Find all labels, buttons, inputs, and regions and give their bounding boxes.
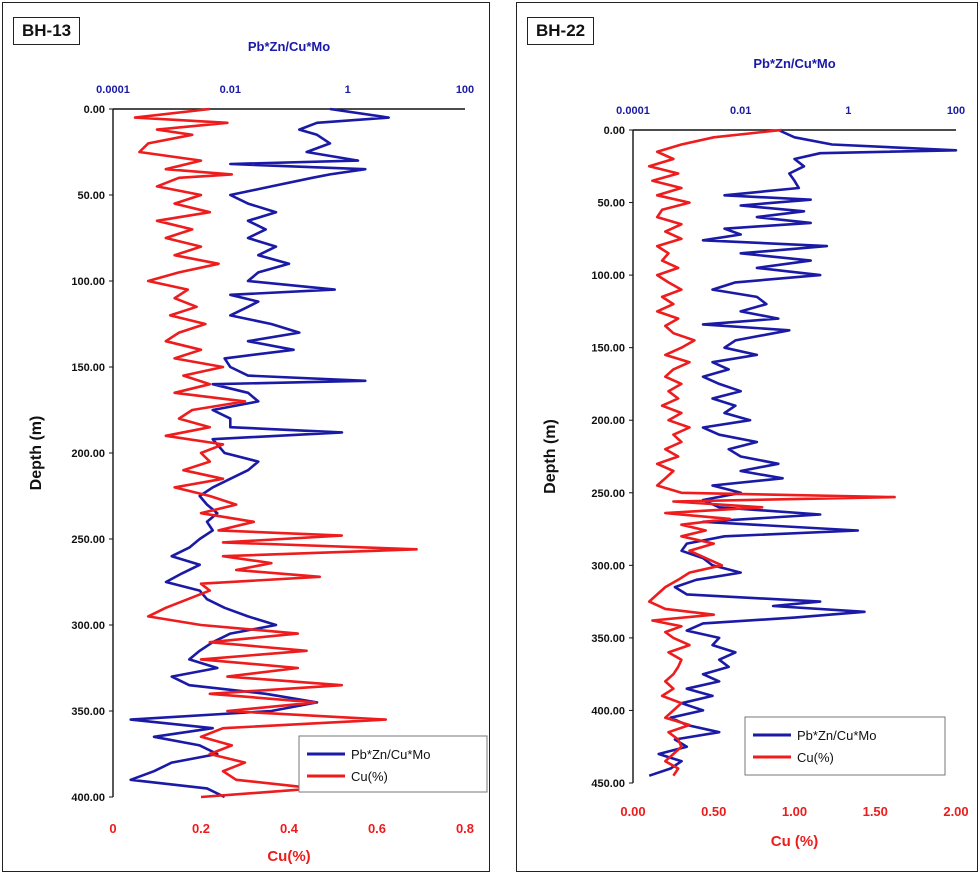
ratio-series-line bbox=[129, 107, 391, 799]
x-tick-label: 0.00 bbox=[620, 804, 645, 819]
legend-box bbox=[744, 716, 946, 776]
y-tick-label: 100.00 bbox=[591, 270, 625, 282]
x-tick-label: 0.4 bbox=[280, 821, 299, 836]
y-tick-label: 200.00 bbox=[71, 448, 105, 460]
borehole-tag: BH-22 bbox=[527, 17, 595, 45]
cu-series-line bbox=[133, 107, 418, 799]
legend-label: Pb*Zn/Cu*Mo bbox=[351, 747, 430, 762]
x-tick-label: 2.00 bbox=[943, 804, 968, 819]
y-axis-title: Depth (m) bbox=[542, 419, 559, 494]
x-tick-label: 0.50 bbox=[701, 804, 726, 819]
borehole-tag: BH-13 bbox=[13, 17, 81, 45]
y-tick-label: 50.00 bbox=[597, 198, 625, 210]
top-tick-label: 100 bbox=[947, 105, 965, 117]
y-tick-label: 400.00 bbox=[591, 705, 625, 717]
y-tick-label: 150.00 bbox=[71, 362, 105, 374]
x-tick-label: 0 bbox=[109, 821, 116, 836]
y-tick-label: 200.00 bbox=[591, 415, 625, 427]
top-tick-label: 0.0001 bbox=[616, 105, 650, 117]
x-tick-label: 0.6 bbox=[368, 821, 386, 836]
y-tick-label: 50.00 bbox=[77, 190, 105, 202]
top-axis-title: Pb*Zn/Cu*Mo bbox=[248, 39, 330, 54]
top-tick-label: 0.01 bbox=[220, 84, 241, 96]
chart-panel-bh22: BH-22 Pb*Zn/Cu*Mo 0.0001 0.01 1 100 0.00 0.50 1… bbox=[516, 2, 978, 872]
legend-label: Pb*Zn/Cu*Mo bbox=[797, 728, 876, 743]
legend-label: Cu(%) bbox=[351, 769, 388, 784]
y-tick-label: 0.00 bbox=[604, 125, 625, 137]
top-tick-label: 0.0001 bbox=[96, 84, 130, 96]
top-axis-title: Pb*Zn/Cu*Mo bbox=[753, 56, 835, 71]
y-tick-label: 450.00 bbox=[591, 778, 625, 790]
y-tick-label: 100.00 bbox=[71, 276, 105, 288]
x-tick-label: 1.00 bbox=[782, 804, 807, 819]
top-tick-label: 0.01 bbox=[730, 105, 751, 117]
legend-label: Cu(%) bbox=[797, 750, 834, 765]
y-tick-label: 250.00 bbox=[591, 488, 625, 500]
y-tick-label: 250.00 bbox=[71, 534, 105, 546]
y-tick-label: 350.00 bbox=[71, 706, 105, 718]
chart-svg: Pb*Zn/Cu*Mo 0.0001 0.01 1 100 0 0.2 0.4 0.6 0.8 Cu… bbox=[28, 39, 488, 865]
y-tick-label: 300.00 bbox=[71, 620, 105, 632]
top-tick-label: 1 bbox=[345, 84, 351, 96]
y-tick-label: 150.00 bbox=[591, 343, 625, 355]
chart-svg: Pb*Zn/Cu*Mo 0.0001 0.01 1 100 0.00 0.50 1.00 1.5… bbox=[542, 56, 969, 850]
x-axis-title: Cu(%) bbox=[267, 848, 310, 865]
x-tick-label: 0.2 bbox=[192, 821, 210, 836]
y-tick-label: 0.00 bbox=[84, 104, 105, 116]
y-tick-label: 400.00 bbox=[71, 792, 105, 804]
top-tick-label: 1 bbox=[845, 105, 851, 117]
y-axis-title: Depth (m) bbox=[28, 416, 45, 491]
legend-box bbox=[298, 735, 488, 793]
y-tick-label: 350.00 bbox=[591, 633, 625, 645]
x-tick-label: 1.50 bbox=[863, 804, 888, 819]
cu-series-line bbox=[647, 128, 896, 777]
ratio-series-line bbox=[648, 128, 958, 777]
x-axis-title: Cu (%) bbox=[771, 833, 819, 850]
chart-panel-bh13: BH-13 Pb*Zn/Cu*Mo 0.0001 0.01 1 100 0 0.2 0.4 0.… bbox=[2, 2, 490, 872]
y-tick-label: 300.00 bbox=[591, 560, 625, 572]
top-tick-label: 100 bbox=[456, 84, 474, 96]
x-tick-label: 0.8 bbox=[456, 821, 474, 836]
